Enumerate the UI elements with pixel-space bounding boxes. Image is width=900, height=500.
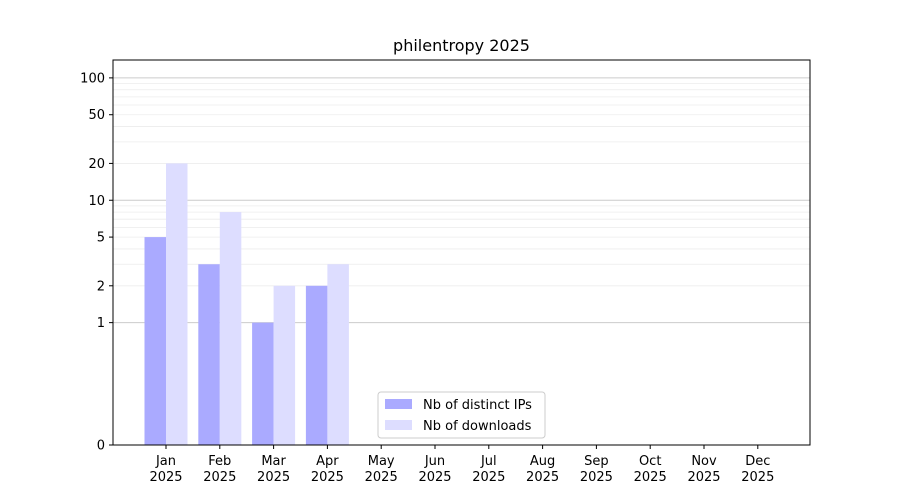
x-tick-month: Jun [424, 454, 445, 469]
x-tick-year: 2025 [580, 470, 613, 485]
x-tick-year: 2025 [149, 470, 182, 485]
x-tick-month: Jan [155, 454, 176, 469]
x-tick-label: Aug 2025 [526, 454, 559, 485]
x-tick-month: Nov [691, 454, 717, 469]
y-axis: 0 1 2 5 10 20 50 100 [80, 71, 113, 454]
x-tick-label: May 2025 [365, 454, 398, 485]
y-tick-label: 1 [97, 316, 105, 331]
x-tick-year: 2025 [741, 470, 774, 485]
x-tick-year: 2025 [634, 470, 667, 485]
x-tick-month: May [368, 454, 395, 469]
legend-label: Nb of distinct IPs [423, 398, 532, 413]
x-tick-year: 2025 [418, 470, 451, 485]
bar-distinct-ips [252, 322, 274, 445]
legend-swatch [385, 420, 412, 430]
legend-box [377, 391, 546, 439]
chart-title: philentropy 2025 [393, 36, 530, 55]
x-tick-label: Jan 2025 [149, 454, 182, 485]
x-tick-month: Jul [480, 454, 497, 469]
x-tick-month: Mar [261, 454, 286, 469]
bar-downloads [273, 285, 296, 445]
bar-distinct-ips [144, 237, 166, 445]
x-tick-month: Dec [745, 454, 770, 469]
bars [144, 163, 349, 446]
x-tick-month: Oct [639, 454, 661, 469]
bar-downloads [166, 163, 188, 446]
x-tick-year: 2025 [526, 470, 559, 485]
y-tick-label: 20 [88, 157, 105, 172]
x-tick-year: 2025 [257, 470, 290, 485]
x-tick-label: Mar 2025 [257, 454, 290, 485]
x-tick-label: Dec 2025 [741, 454, 774, 485]
x-tick-label: Oct 2025 [634, 454, 667, 485]
legend: Nb of distinct IPs Nb of downloads [377, 391, 546, 439]
y-tick-label: 10 [88, 194, 105, 209]
bar-downloads [219, 212, 242, 445]
y-tick-label: 0 [97, 439, 105, 454]
x-tick-month: Apr [316, 454, 339, 469]
y-tick-label: 2 [97, 279, 105, 294]
grid [113, 77, 810, 324]
y-tick-label: 5 [97, 231, 105, 246]
y-tick-label: 100 [80, 71, 105, 86]
x-tick-label: Sep 2025 [580, 454, 613, 485]
x-tick-year: 2025 [203, 470, 236, 485]
plot-frame [112, 59, 811, 446]
x-tick-label: Nov 2025 [687, 454, 720, 485]
bar-downloads [327, 264, 349, 445]
x-tick-label: Jun 2025 [418, 454, 451, 485]
x-tick-year: 2025 [311, 470, 344, 485]
legend-label: Nb of downloads [423, 419, 532, 434]
legend-swatch [385, 399, 412, 409]
x-tick-year: 2025 [365, 470, 398, 485]
x-tick-year: 2025 [472, 470, 505, 485]
x-tick-month: Aug [530, 454, 555, 469]
bar-distinct-ips [198, 264, 220, 445]
x-tick-month: Sep [584, 454, 609, 469]
bar-distinct-ips [305, 285, 328, 445]
x-tick-label: Jul 2025 [472, 454, 505, 485]
x-tick-label: Apr 2025 [311, 454, 344, 485]
x-tick-month: Feb [208, 454, 231, 469]
x-tick-label: Feb 2025 [203, 454, 236, 485]
y-tick-label: 50 [88, 108, 105, 123]
x-tick-year: 2025 [687, 470, 720, 485]
